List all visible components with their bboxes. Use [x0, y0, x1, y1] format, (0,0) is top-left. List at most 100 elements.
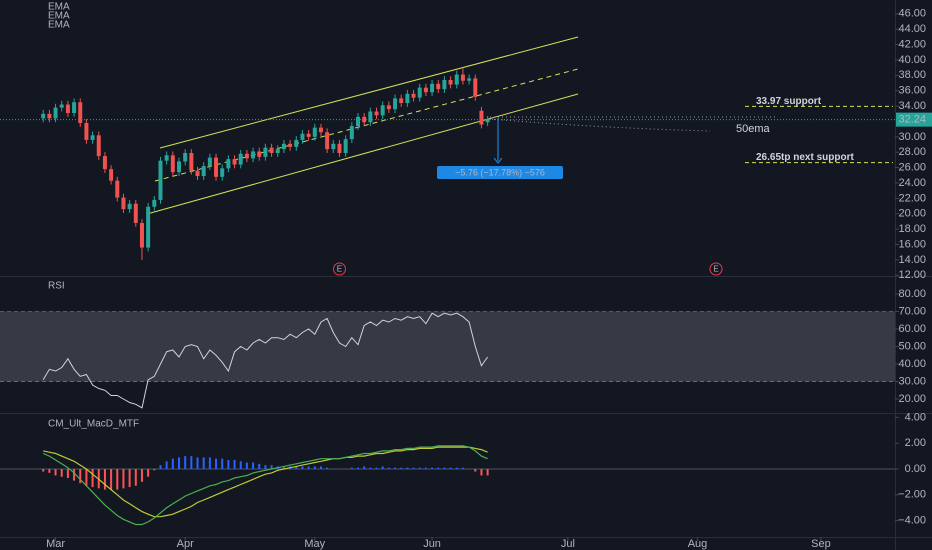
- candle-body: [146, 206, 151, 248]
- candle-body: [183, 152, 188, 162]
- pane-title: RSI: [48, 281, 65, 292]
- earnings-label: E: [337, 265, 342, 274]
- candle-body: [263, 147, 268, 157]
- histogram-bar: [239, 461, 242, 469]
- last-price-label: 32.24: [898, 114, 926, 126]
- candle-body: [343, 139, 348, 153]
- histogram-bar: [48, 469, 51, 473]
- candle-body: [479, 110, 484, 125]
- histogram-bar: [326, 467, 329, 469]
- y-tick-label: 80.00: [898, 288, 926, 300]
- y-tick-label: −4.00: [898, 515, 926, 527]
- y-tick-label: 50.00: [898, 340, 926, 352]
- histogram-bar: [418, 467, 421, 469]
- candle-body: [78, 102, 83, 124]
- candle-body: [214, 157, 219, 177]
- candle-body: [47, 113, 52, 119]
- histogram-bar: [42, 469, 45, 472]
- histogram-bar: [153, 469, 156, 471]
- candle-body: [164, 155, 169, 161]
- histogram-bar: [91, 469, 94, 488]
- channel-lower: [146, 93, 579, 215]
- measure-box: [437, 166, 563, 179]
- y-tick-label: 12.00: [898, 269, 926, 281]
- histogram-bar: [122, 469, 125, 489]
- candle-body: [257, 151, 262, 157]
- candle-body: [460, 74, 465, 81]
- support-label: 33.97 support: [756, 96, 822, 107]
- histogram-bar: [332, 469, 335, 470]
- histogram-bar: [221, 458, 224, 469]
- y-tick-label: −2.00: [898, 489, 926, 501]
- candle-body: [331, 143, 336, 150]
- x-tick-label: May: [304, 538, 325, 550]
- histogram-bar: [350, 467, 353, 469]
- candle-body: [436, 83, 441, 90]
- histogram-bar: [387, 467, 390, 469]
- histogram-bar: [486, 469, 489, 476]
- y-tick-label: 34.00: [898, 100, 926, 112]
- candle-body: [485, 119, 490, 123]
- y-tick-label: 4.00: [905, 411, 926, 423]
- histogram-bar: [264, 465, 267, 469]
- histogram-bar: [412, 467, 415, 469]
- histogram-bar: [54, 469, 57, 476]
- candle-body: [275, 149, 280, 153]
- earnings-marker: [332, 262, 346, 276]
- histogram-bar: [461, 467, 464, 469]
- rsi-band: [0, 311, 895, 382]
- histogram-bar: [295, 466, 298, 469]
- y-tick-label: 0.00: [905, 463, 926, 475]
- histogram-bar: [202, 457, 205, 469]
- histogram-bar: [147, 469, 150, 477]
- histogram-bar: [258, 463, 261, 469]
- histogram-bar: [134, 469, 137, 486]
- candle-body: [90, 135, 95, 140]
- legend-entry: EMA: [48, 11, 70, 22]
- y-tick-label: 18.00: [898, 223, 926, 235]
- candle-body: [405, 93, 410, 104]
- candle-body: [65, 104, 70, 114]
- histogram-bar: [140, 469, 143, 482]
- histogram-bar: [165, 461, 168, 469]
- candle-body: [442, 79, 447, 90]
- candle-body: [189, 152, 194, 171]
- candle-body: [102, 156, 107, 170]
- histogram-bar: [215, 458, 218, 469]
- channel-mid: [154, 68, 579, 182]
- histogram-bar: [282, 466, 285, 469]
- histogram-bar: [66, 469, 69, 479]
- y-tick-label: 30.00: [898, 131, 926, 143]
- candle-body: [238, 153, 243, 165]
- candle-body: [139, 222, 144, 248]
- candle-body: [356, 116, 360, 127]
- candle-body: [386, 105, 391, 110]
- histogram-bar: [424, 467, 427, 469]
- y-tick-label: 70.00: [898, 305, 926, 317]
- earnings-label: E: [713, 265, 718, 274]
- candle-body: [201, 166, 206, 177]
- candle-body: [467, 78, 472, 81]
- x-tick-label: Jun: [423, 538, 441, 550]
- histogram-bar: [233, 459, 236, 469]
- y-tick-label: 60.00: [898, 323, 926, 335]
- macd-line: [42, 445, 488, 526]
- y-tick-label: 30.00: [898, 375, 926, 387]
- histogram-bar: [357, 467, 359, 469]
- histogram-bar: [468, 469, 471, 470]
- y-tick-label: 26.00: [898, 162, 926, 174]
- histogram-bar: [128, 469, 131, 488]
- measure-label: −5.76 (−17.78%) −576: [455, 167, 545, 177]
- candle-body: [362, 116, 367, 123]
- candle-body: [349, 126, 354, 140]
- y-tick-label: 2.00: [905, 437, 926, 449]
- y-tick-label: 16.00: [898, 238, 926, 250]
- histogram-bar: [196, 457, 199, 469]
- histogram-bar: [190, 456, 193, 469]
- y-tick-label: 36.00: [898, 85, 926, 97]
- candle-body: [393, 98, 398, 110]
- y-tick-label: 28.00: [898, 146, 926, 158]
- pane-title: CM_Ult_MacD_MTF: [48, 419, 139, 430]
- x-tick-label: Jul: [561, 538, 575, 550]
